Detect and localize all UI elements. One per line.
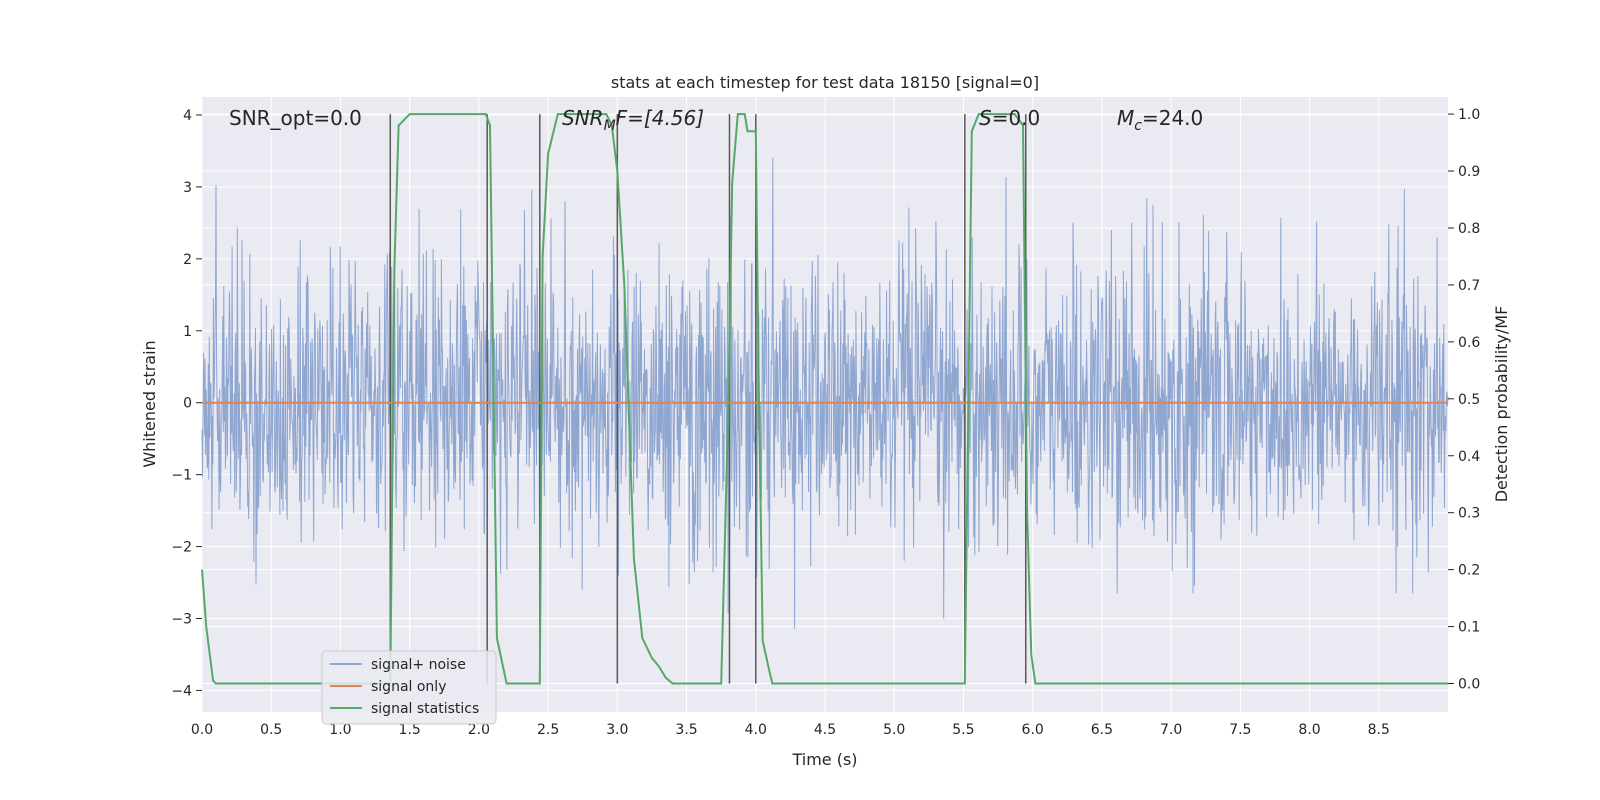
y-right-tick-label: 0.2 [1458, 563, 1480, 579]
legend-box [321, 650, 497, 725]
legend-label-signal-noise: signal+ noise [371, 657, 466, 673]
y-right-axis-ticks: 1.0 0.9 0.8 0.7 0.6 0.5 0.4 0.3 0.2 0.1 0.0 [1448, 107, 1480, 693]
y-right-axis-label: Detection probability/MF [1492, 306, 1511, 503]
y-tick-label: 3 [183, 180, 192, 196]
legend: signal+ noise signal only signal statist… [321, 650, 497, 725]
y-axis-ticks: 4 3 2 1 0 −1 −2 −3 −4 [171, 108, 202, 699]
annotation-mc: Mc=24.0 [1117, 106, 1203, 134]
y-right-tick-label: 0.6 [1458, 335, 1480, 351]
annotation-snr-mf: SNRMF=[4.56] [562, 106, 704, 134]
y-right-tick-label: 0.0 [1458, 677, 1480, 693]
y-tick-label: 2 [183, 252, 192, 268]
x-tick-label: 4.5 [814, 722, 836, 738]
y-tick-label: −3 [171, 611, 192, 627]
x-tick-label: 0.0 [191, 722, 213, 738]
x-tick-label: 7.0 [1160, 722, 1182, 738]
y-tick-label: 1 [183, 324, 192, 340]
y-grid [202, 114, 1448, 691]
x-tick-label: 1.5 [399, 722, 421, 738]
annotation-s: S=0.0 [979, 106, 1040, 130]
legend-label-signal-statistics: signal statistics [371, 701, 479, 717]
y-right-tick-label: 0.8 [1458, 221, 1480, 237]
x-tick-label: 0.5 [260, 722, 282, 738]
x-tick-label: 2.0 [468, 722, 490, 738]
x-tick-label: 4.0 [745, 722, 767, 738]
x-tick-label: 2.5 [537, 722, 559, 738]
x-tick-label: 1.0 [329, 722, 351, 738]
noise-trace [201, 157, 1449, 629]
y-tick-label: −4 [171, 683, 192, 699]
y-axis-label: Whitened strain [140, 340, 159, 467]
series-signal-noise [201, 157, 1449, 629]
annotation-snr-opt: SNR_opt=0.0 [229, 106, 362, 130]
y-right-tick-label: 1.0 [1458, 107, 1480, 123]
y-right-tick-label: 0.4 [1458, 449, 1480, 465]
y-right-tick-label: 0.5 [1458, 392, 1480, 408]
legend-label-signal-only: signal only [371, 679, 446, 695]
x-tick-label: 3.0 [606, 722, 628, 738]
y-right-tick-label: 0.3 [1458, 506, 1480, 522]
y-tick-label: 0 [183, 396, 192, 412]
x-tick-label: 7.5 [1229, 722, 1251, 738]
x-axis-ticks: 0.0 0.5 1.0 1.5 2.0 2.5 3.0 3.5 4.0 4.5 5.0 5.5 6.0 6… [191, 722, 1390, 738]
x-tick-label: 6.5 [1091, 722, 1113, 738]
y-tick-label: −1 [171, 468, 192, 484]
series-signal-statistics [201, 113, 1448, 685]
y-right-tick-label: 0.9 [1458, 164, 1480, 180]
y-tick-label: −2 [171, 540, 192, 556]
y-right-tick-label: 0.1 [1458, 620, 1480, 636]
chart-title: stats at each timestep for test data 181… [611, 73, 1039, 92]
y-right-tick-label: 0.7 [1458, 278, 1480, 294]
x-tick-label: 5.5 [952, 722, 974, 738]
x-tick-label: 8.5 [1368, 722, 1390, 738]
x-axis-label: Time (s) [791, 750, 857, 769]
x-tick-label: 8.0 [1298, 722, 1320, 738]
y-tick-label: 4 [183, 108, 192, 124]
x-tick-label: 5.0 [883, 722, 905, 738]
x-tick-label: 6.0 [1022, 722, 1044, 738]
x-tick-label: 3.5 [675, 722, 697, 738]
